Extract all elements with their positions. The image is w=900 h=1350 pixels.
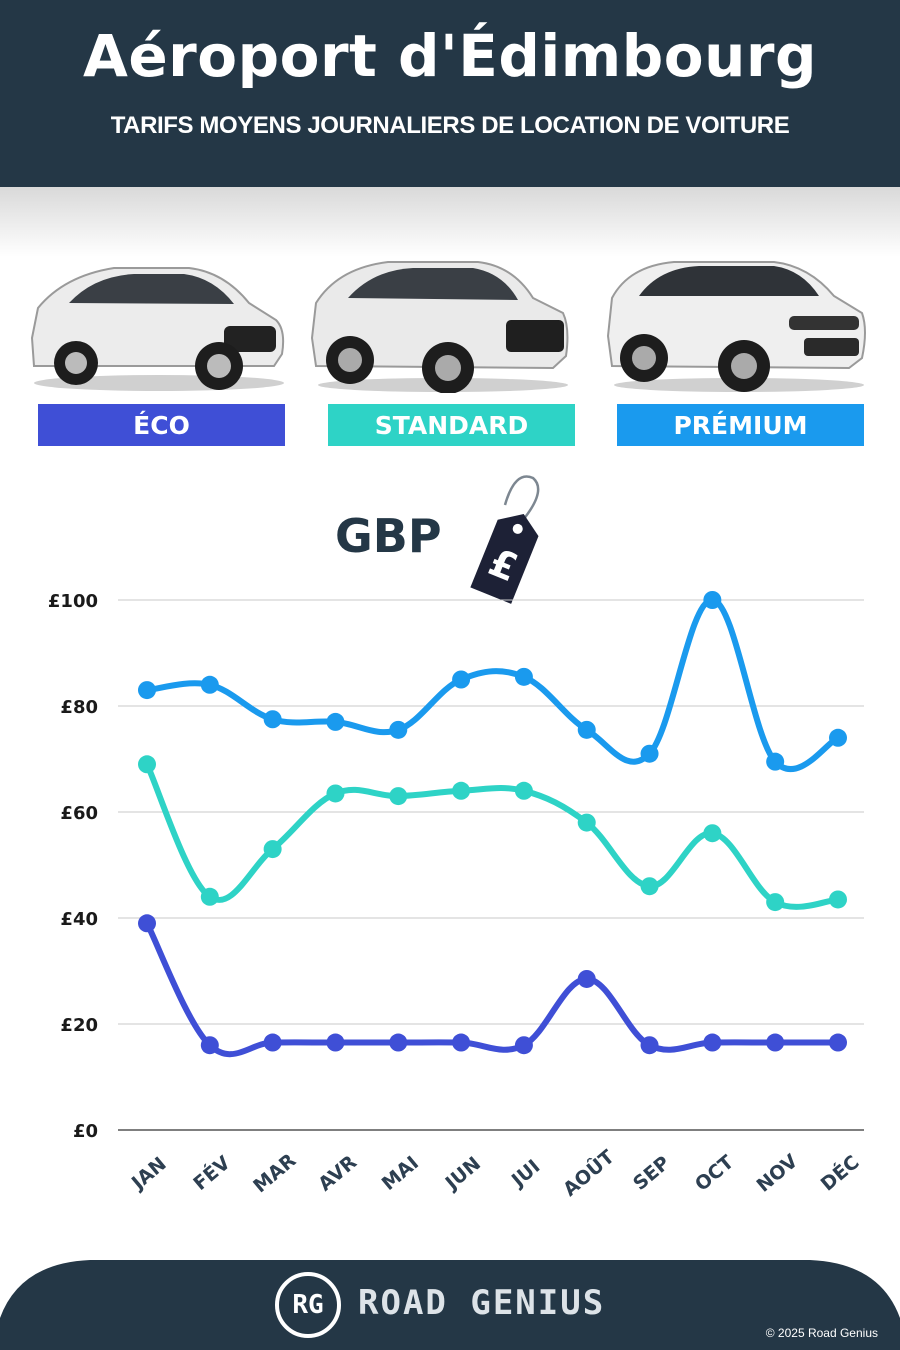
category-eco-label: ÉCO <box>38 404 285 446</box>
data-point <box>703 591 722 609</box>
x-tick-label: AOÛT <box>558 1144 619 1200</box>
premium-car-image <box>604 258 866 393</box>
data-point <box>138 755 156 774</box>
data-point <box>766 1033 785 1052</box>
data-point <box>389 720 408 739</box>
price-line-chart: £0 £20 £40 £60 £80 £100 JAN FÉV MAR AVR MAI JUN JUI A… <box>48 591 864 1201</box>
x-tick-label: AVR <box>314 1151 361 1196</box>
copyright-text: © 2025 Road Genius <box>765 1326 878 1340</box>
data-point <box>326 784 345 803</box>
data-point <box>766 752 785 771</box>
data-point <box>640 1036 659 1055</box>
data-point <box>577 720 596 739</box>
series-line <box>144 920 841 1058</box>
category-standard-label: STANDARD <box>328 404 575 446</box>
brand-name: ROAD GENIUS <box>358 1283 606 1323</box>
data-point <box>829 1033 847 1052</box>
data-point <box>200 887 219 906</box>
data-point <box>452 670 471 689</box>
x-tick-label: OCT <box>691 1151 738 1196</box>
data-point <box>829 890 847 909</box>
data-point <box>389 1033 408 1052</box>
data-point <box>829 728 847 747</box>
eco-car-image <box>24 258 286 393</box>
y-tick-label: £40 <box>60 909 98 930</box>
footer <box>0 1258 900 1350</box>
data-point <box>514 667 533 686</box>
x-tick-label: NOV <box>753 1150 803 1197</box>
data-point <box>514 1036 533 1055</box>
category-standard-text: STANDARD <box>374 410 529 440</box>
data-point <box>200 675 219 694</box>
series-line <box>144 761 841 910</box>
data-point <box>703 824 722 843</box>
category-eco-text: ÉCO <box>133 410 190 440</box>
page-subtitle: TARIFS MOYENS JOURNALIERS DE LOCATION DE… <box>110 112 790 139</box>
data-point <box>263 1033 282 1052</box>
data-point <box>326 1033 345 1052</box>
y-tick-label: £0 <box>73 1121 98 1142</box>
series-line <box>144 597 841 773</box>
data-point <box>577 969 596 988</box>
data-point <box>263 710 282 729</box>
x-tick-label: FÉV <box>189 1151 235 1195</box>
data-point <box>452 781 471 800</box>
category-premium-text: PRÉMIUM <box>673 410 808 440</box>
footer-background <box>0 1260 900 1350</box>
data-point <box>200 1036 219 1055</box>
x-tick-label: DÉC <box>816 1150 863 1195</box>
x-tick-label: MAI <box>378 1152 423 1195</box>
data-point <box>389 787 408 806</box>
y-tick-label: £80 <box>60 697 98 718</box>
x-tick-label: JUN <box>440 1153 485 1196</box>
road-genius-logo: RG <box>275 1272 341 1338</box>
data-point <box>640 744 659 763</box>
y-tick-label: £20 <box>60 1015 98 1036</box>
data-point <box>138 914 156 933</box>
header-shadow <box>0 187 900 257</box>
y-tick-label: £100 <box>48 591 98 612</box>
header: Aéroport d'Édimbourg TARIFS MOYENS JOURN… <box>0 0 900 187</box>
x-tick-label: MAR <box>249 1149 300 1197</box>
data-point <box>766 893 785 912</box>
data-point <box>577 813 596 832</box>
price-tag-icon: £ <box>455 470 550 605</box>
currency-label: GBP <box>335 509 442 563</box>
y-tick-label: £60 <box>60 803 98 824</box>
data-point <box>640 877 659 896</box>
standard-car-image <box>308 258 570 393</box>
data-point <box>326 712 345 731</box>
data-point <box>703 1033 722 1052</box>
x-tick-label: SEP <box>629 1152 674 1195</box>
data-point <box>138 681 156 700</box>
data-point <box>263 840 282 859</box>
category-premium-label: PRÉMIUM <box>617 404 864 446</box>
data-point <box>514 781 533 800</box>
page-title: Aéroport d'Édimbourg <box>82 22 818 90</box>
x-tick-label: JAN <box>126 1153 171 1195</box>
data-point <box>452 1033 471 1052</box>
x-tick-label: JUI <box>506 1155 544 1192</box>
